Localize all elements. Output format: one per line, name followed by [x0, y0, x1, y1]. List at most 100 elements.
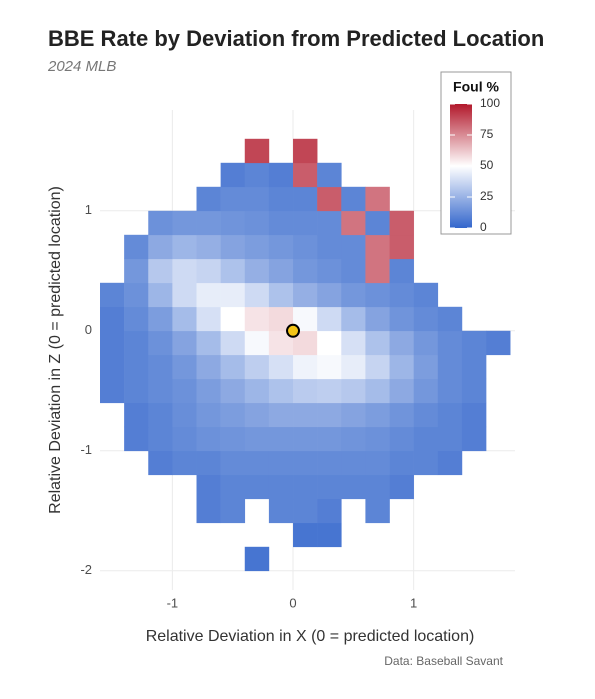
legend-tick-label: 0	[480, 220, 487, 234]
heat-cell	[437, 306, 463, 332]
heat-cell	[389, 234, 414, 260]
heat-cell	[220, 450, 246, 476]
heat-cell	[365, 402, 390, 428]
heat-cell	[244, 474, 270, 500]
x-tick-label: 1	[410, 595, 417, 610]
heat-cell	[124, 330, 149, 356]
y-tick-label: -2	[80, 562, 92, 577]
heat-cell	[268, 450, 294, 476]
heat-cell	[293, 258, 318, 284]
heat-cell	[220, 234, 246, 260]
heat-cell	[341, 282, 366, 308]
heat-cell	[244, 282, 270, 308]
heat-cell	[244, 426, 270, 452]
x-tick-label: 0	[289, 595, 296, 610]
heat-cell	[413, 402, 439, 428]
heat-cell	[365, 186, 390, 212]
heat-cell	[268, 354, 294, 380]
heat-cell	[244, 138, 270, 164]
heat-cell	[293, 282, 318, 308]
heat-cell	[317, 450, 342, 476]
heat-cell	[148, 234, 173, 260]
heat-cell	[196, 330, 221, 356]
legend-tick-label: 75	[480, 127, 494, 141]
legend-tick-label: 100	[480, 96, 500, 110]
heat-cell	[220, 162, 246, 188]
heat-cell	[365, 498, 390, 524]
heat-cell	[220, 402, 246, 428]
heat-cell	[244, 306, 270, 332]
heat-cell	[172, 354, 197, 380]
heat-cell	[413, 330, 439, 356]
heat-cell	[220, 330, 246, 356]
heat-cell	[365, 282, 390, 308]
heat-cell	[124, 258, 149, 284]
heat-cell	[148, 258, 173, 284]
heat-cell	[365, 306, 390, 332]
heat-cell	[244, 210, 270, 236]
heat-cell	[317, 186, 342, 212]
heat-cell	[148, 354, 173, 380]
heat-cell	[100, 378, 125, 404]
heat-cell	[172, 210, 197, 236]
chart-subtitle: 2024 MLB	[47, 58, 116, 75]
heat-cell	[268, 498, 294, 524]
heat-cell	[100, 282, 125, 308]
heat-cell	[196, 426, 221, 452]
heat-cell	[365, 330, 390, 356]
heat-cell	[148, 378, 173, 404]
heat-cell	[341, 426, 366, 452]
heat-cell	[148, 426, 173, 452]
heat-cell	[244, 186, 270, 212]
heat-cell	[365, 426, 390, 452]
y-tick-label: 0	[85, 322, 92, 337]
heat-cell	[172, 258, 197, 284]
heat-cell	[124, 354, 149, 380]
heat-cell	[196, 234, 221, 260]
heat-cell	[220, 258, 246, 284]
y-tick-label: -1	[80, 442, 92, 457]
heat-cell	[293, 234, 318, 260]
heat-cell	[268, 474, 294, 500]
heat-cell	[365, 450, 390, 476]
chart-title: BBE Rate by Deviation from Predicted Loc…	[48, 26, 544, 51]
heat-cell	[172, 426, 197, 452]
heat-cell	[148, 210, 173, 236]
heat-cell	[148, 450, 173, 476]
heat-cell	[389, 282, 414, 308]
heat-cell	[389, 402, 414, 428]
heat-cell	[317, 498, 342, 524]
x-tick-label: -1	[167, 595, 179, 610]
heat-cell	[293, 210, 318, 236]
heat-cell	[293, 402, 318, 428]
heat-cell	[172, 378, 197, 404]
heat-cell	[172, 330, 197, 356]
heat-cell	[293, 186, 318, 212]
heat-cell	[268, 234, 294, 260]
heat-cell	[341, 234, 366, 260]
heat-cell	[293, 162, 318, 188]
heat-cell	[341, 258, 366, 284]
heat-cell	[124, 306, 149, 332]
heat-cell	[196, 378, 221, 404]
heat-cell	[220, 282, 246, 308]
heat-cell	[461, 402, 487, 428]
heat-cell	[293, 378, 318, 404]
heat-cell	[365, 378, 390, 404]
heat-cell	[196, 186, 221, 212]
y-axis-label: Relative Deviation in Z (0 = predicted l…	[47, 186, 64, 514]
heat-cell	[100, 306, 125, 332]
heat-cell	[437, 402, 463, 428]
heat-cell	[244, 354, 270, 380]
heat-cell	[389, 474, 414, 500]
heat-cell	[437, 330, 463, 356]
heat-cell	[365, 474, 390, 500]
heat-cell	[268, 426, 294, 452]
heat-cell	[124, 378, 149, 404]
heat-cell	[341, 354, 366, 380]
legend-tick-label: 25	[480, 189, 494, 203]
heat-cell	[461, 426, 487, 452]
heat-cell	[317, 354, 342, 380]
heat-cell	[389, 210, 414, 236]
heat-cell	[461, 330, 487, 356]
